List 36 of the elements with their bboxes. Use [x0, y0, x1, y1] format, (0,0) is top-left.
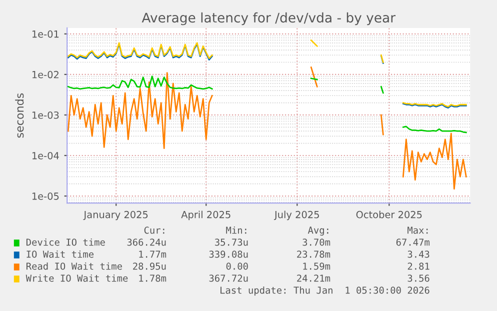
- text: Max:: [408, 226, 428, 234]
- y-tick-label: 1e-02: [32, 70, 58, 78]
- legend-label: IO Wait time: [26, 250, 94, 258]
- chart-title: Average latency for /dev/vda - by year: [142, 12, 396, 26]
- text: Min:: [226, 226, 246, 234]
- text: 2.81: [408, 262, 430, 270]
- y-axis-title: seconds: [15, 93, 24, 138]
- text: 339.08u: [209, 250, 248, 258]
- text: Avg:: [308, 226, 328, 236]
- text: 3.43: [408, 250, 430, 258]
- x-tick-label: October 2025: [356, 210, 422, 218]
- text: 67.47m: [396, 238, 430, 246]
- text: 0.00: [226, 262, 248, 270]
- text: Cur:: [144, 226, 164, 234]
- legend-label: Device IO time: [26, 238, 105, 246]
- text: Last update: Thu Jan 1 05:30:00 2026: [220, 286, 430, 296]
- text: 28.95u: [133, 262, 166, 270]
- text: 23.78m: [297, 250, 330, 258]
- legend-label: Read IO Wait time: [26, 262, 122, 270]
- text: 24.21m: [297, 274, 330, 282]
- text: 367.72u: [209, 274, 248, 282]
- x-tick-label: January 2025: [83, 210, 148, 220]
- y-tick-label: 1e-03: [32, 111, 59, 119]
- text: 35.73u: [215, 238, 248, 246]
- x-tick-label: April 2025: [181, 210, 230, 220]
- y-tick-label: 1e-01: [32, 30, 59, 38]
- x-tick-label: July 2025: [274, 210, 319, 220]
- y-tick-label: 1e-05: [32, 192, 59, 200]
- text: 3.70m: [302, 238, 330, 246]
- y-tick-label: 1e-04: [32, 152, 59, 160]
- text: 3.56: [408, 274, 430, 282]
- text: 366.24u: [127, 238, 166, 246]
- text: 1.59m: [303, 262, 330, 270]
- text: 1.78m: [139, 274, 166, 282]
- text: 1.77m: [139, 250, 166, 258]
- legend-label: Write IO Wait time: [26, 274, 128, 282]
